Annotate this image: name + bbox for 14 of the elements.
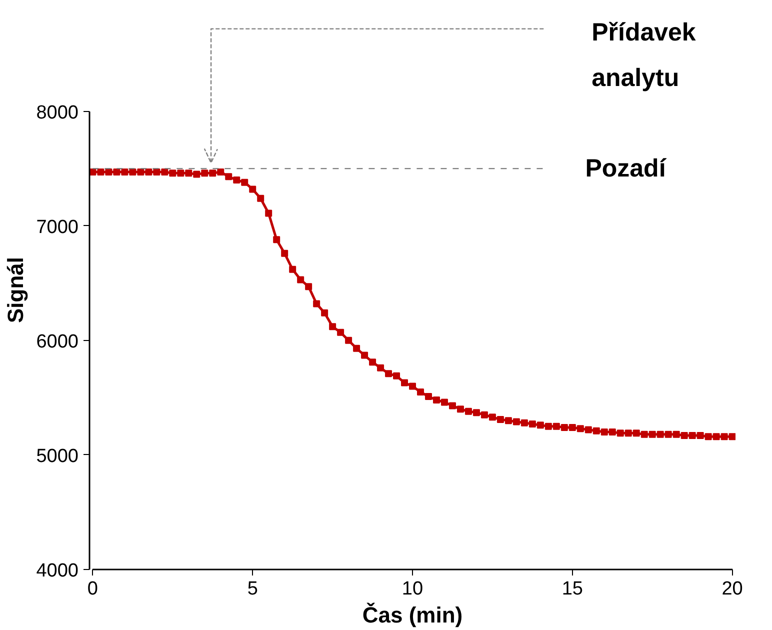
x-tick-label: 5 bbox=[247, 578, 258, 600]
x-tick-label: 0 bbox=[87, 578, 98, 600]
x-tick-label: 20 bbox=[722, 578, 743, 600]
y-tick-label: 8000 bbox=[36, 102, 79, 124]
x-tick-label: 15 bbox=[562, 578, 583, 600]
x-axis-title: Čas (min) bbox=[362, 602, 463, 628]
y-tick-label: 5000 bbox=[36, 446, 79, 467]
y-tick-label: 6000 bbox=[36, 331, 79, 352]
y-tick-label: 4000 bbox=[36, 560, 79, 582]
y-axis-title: Signál bbox=[3, 256, 28, 324]
y-tick-label: 7000 bbox=[36, 216, 79, 238]
ref-line-label: Pozadí bbox=[585, 154, 667, 183]
x-tick-label: 10 bbox=[402, 578, 424, 600]
ref-line-label: Přídavek analytu bbox=[592, 18, 696, 92]
